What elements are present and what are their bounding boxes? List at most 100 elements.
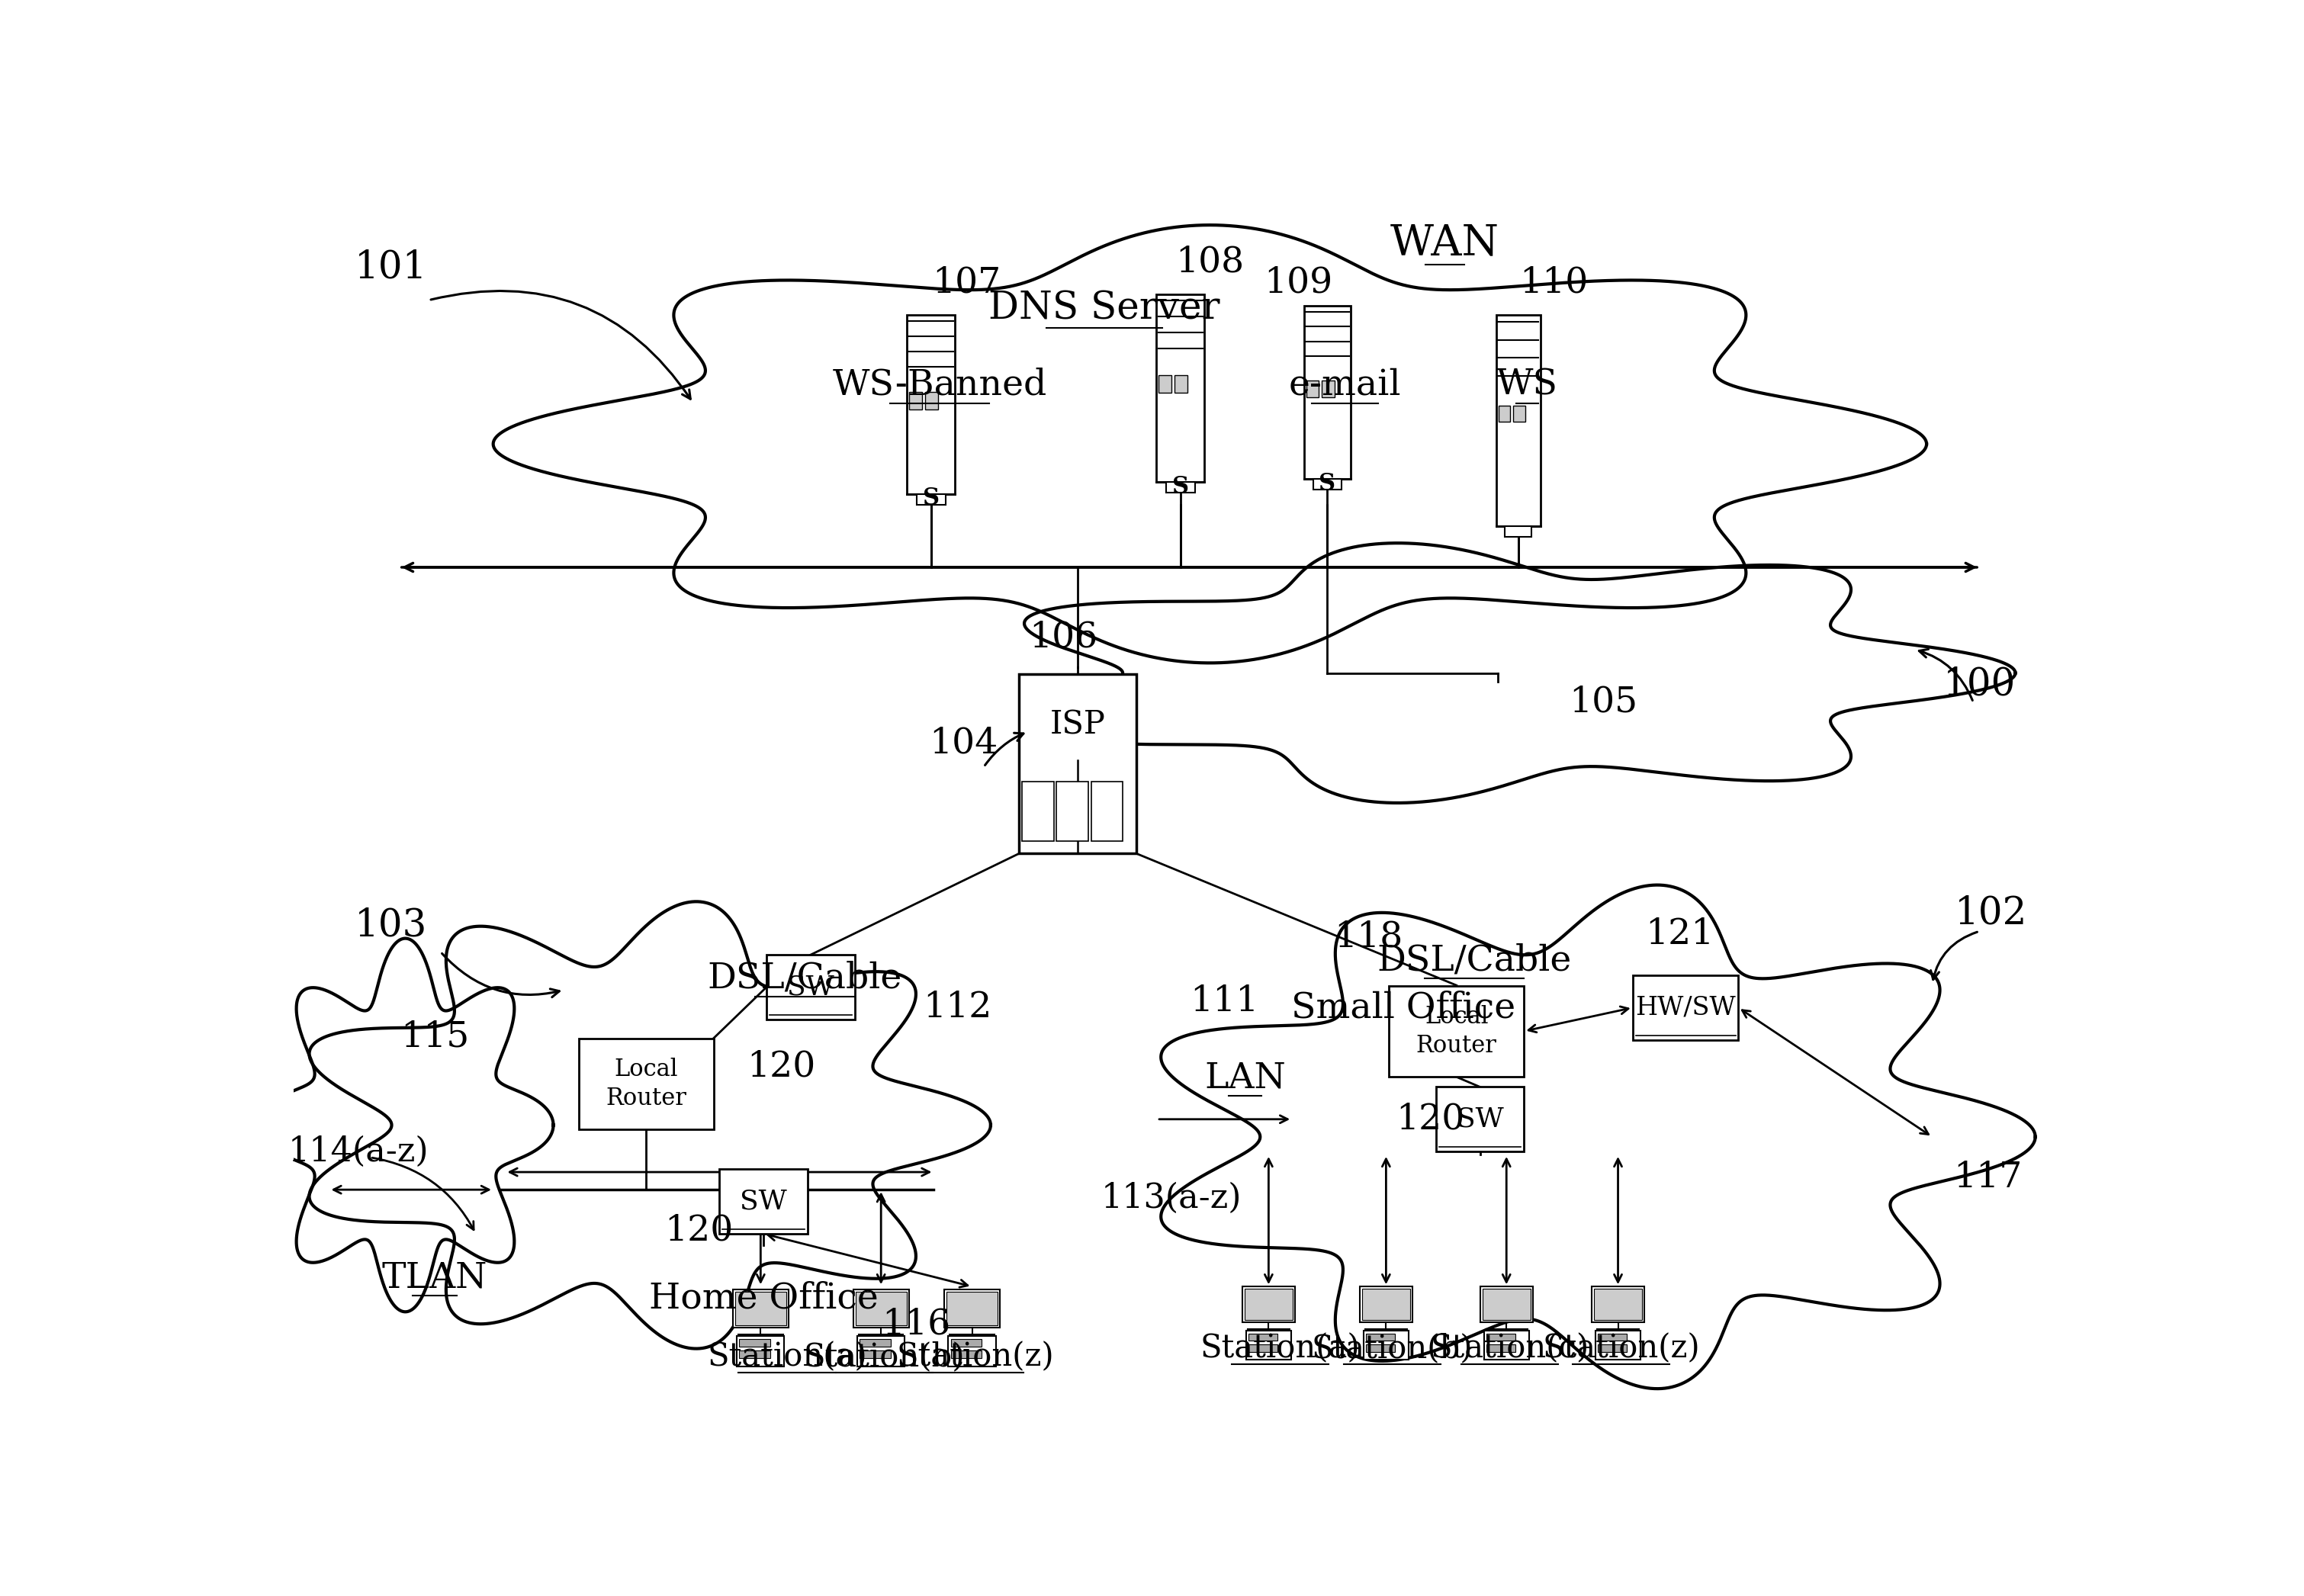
Text: 103: 103 bbox=[355, 907, 426, 945]
Bar bbox=[1498, 405, 1511, 421]
Bar bbox=[1313, 479, 1341, 490]
Bar bbox=[1018, 675, 1136, 854]
Bar bbox=[719, 1170, 809, 1234]
Text: 102: 102 bbox=[1954, 895, 2028, 932]
Bar bbox=[1023, 782, 1053, 841]
Bar bbox=[952, 1350, 982, 1358]
Text: Station(b): Station(b) bbox=[804, 1341, 965, 1373]
Bar bbox=[1486, 1344, 1516, 1352]
Bar bbox=[737, 1336, 783, 1366]
Text: S: S bbox=[1173, 476, 1189, 500]
Text: 120: 120 bbox=[664, 1213, 733, 1248]
Bar bbox=[1389, 986, 1523, 1077]
Bar bbox=[945, 1290, 1000, 1328]
Bar bbox=[926, 393, 938, 410]
Bar bbox=[952, 1339, 982, 1347]
Text: WS-Banned: WS-Banned bbox=[832, 369, 1046, 402]
Bar bbox=[1306, 380, 1318, 397]
Bar bbox=[578, 1039, 714, 1130]
Bar bbox=[947, 1291, 998, 1325]
Bar bbox=[855, 1291, 905, 1325]
Bar bbox=[917, 493, 945, 504]
Bar bbox=[1592, 1286, 1645, 1323]
Bar bbox=[1159, 375, 1173, 393]
Text: Station(c): Station(c) bbox=[1431, 1333, 1590, 1365]
Bar bbox=[857, 1336, 905, 1366]
Bar bbox=[1495, 314, 1539, 527]
Bar bbox=[1486, 1333, 1516, 1341]
Bar bbox=[1597, 1331, 1640, 1360]
Text: DNS Server: DNS Server bbox=[988, 290, 1219, 327]
Text: 104: 104 bbox=[929, 726, 998, 761]
Bar bbox=[1362, 1290, 1410, 1320]
Bar bbox=[733, 1290, 788, 1328]
Bar bbox=[740, 1339, 770, 1347]
Bar bbox=[1366, 1344, 1396, 1352]
Bar bbox=[859, 1339, 889, 1347]
Bar bbox=[1249, 1344, 1279, 1352]
Text: e-mail: e-mail bbox=[1288, 369, 1401, 402]
Text: Station(a): Station(a) bbox=[707, 1341, 866, 1373]
Bar bbox=[910, 393, 922, 410]
Bar bbox=[1505, 527, 1532, 536]
Bar bbox=[1359, 1286, 1412, 1323]
Bar bbox=[1246, 1331, 1290, 1360]
Bar bbox=[1322, 380, 1334, 397]
Text: HW/SW: HW/SW bbox=[1636, 996, 1735, 1020]
Bar bbox=[1249, 1333, 1279, 1341]
Text: 100: 100 bbox=[1942, 666, 2016, 704]
Bar bbox=[1175, 375, 1189, 393]
Text: 116: 116 bbox=[882, 1307, 952, 1342]
Bar bbox=[1479, 1286, 1532, 1323]
Text: 114(a-z): 114(a-z) bbox=[288, 1135, 429, 1168]
Text: Home Office: Home Office bbox=[650, 1282, 878, 1315]
Bar bbox=[1599, 1333, 1627, 1341]
Text: Station(z): Station(z) bbox=[1541, 1333, 1700, 1365]
Text: DSL/Cable: DSL/Cable bbox=[1378, 943, 1571, 978]
Bar bbox=[1244, 1290, 1293, 1320]
Text: 108: 108 bbox=[1175, 244, 1244, 279]
Text: SW: SW bbox=[788, 974, 834, 1001]
Bar bbox=[1366, 1333, 1396, 1341]
Text: 118: 118 bbox=[1334, 919, 1403, 954]
Text: Station(b): Station(b) bbox=[1311, 1333, 1472, 1365]
Bar bbox=[1242, 1286, 1295, 1323]
Bar bbox=[1481, 1290, 1530, 1320]
Text: 110: 110 bbox=[1518, 265, 1587, 300]
Text: Local
Router: Local Router bbox=[1417, 1005, 1498, 1058]
Bar bbox=[1058, 782, 1087, 841]
Bar bbox=[1634, 975, 1740, 1041]
Bar bbox=[1092, 782, 1122, 841]
Bar bbox=[1304, 306, 1350, 479]
Bar bbox=[859, 1350, 889, 1358]
Text: 115: 115 bbox=[401, 1020, 470, 1055]
Bar bbox=[949, 1336, 995, 1366]
Bar bbox=[1166, 482, 1196, 493]
Bar bbox=[1599, 1344, 1627, 1352]
Text: 106: 106 bbox=[1028, 621, 1097, 654]
Text: 101: 101 bbox=[355, 249, 426, 287]
Text: 111: 111 bbox=[1191, 985, 1258, 1020]
Text: 117: 117 bbox=[1954, 1160, 2023, 1195]
Text: LAN: LAN bbox=[1205, 1061, 1286, 1095]
Text: S: S bbox=[1318, 472, 1336, 496]
Bar bbox=[1364, 1331, 1408, 1360]
Text: Station(z): Station(z) bbox=[896, 1341, 1053, 1373]
Text: DSL/Cable: DSL/Cable bbox=[707, 961, 901, 996]
Text: ISP: ISP bbox=[1051, 709, 1106, 741]
Text: SW: SW bbox=[740, 1189, 788, 1215]
Text: Local
Router: Local Router bbox=[606, 1058, 687, 1111]
Text: 121: 121 bbox=[1645, 918, 1714, 951]
Text: WAN: WAN bbox=[1389, 222, 1500, 263]
Text: 105: 105 bbox=[1569, 685, 1638, 720]
Text: 107: 107 bbox=[931, 265, 1000, 300]
Bar bbox=[1435, 1087, 1523, 1152]
Bar bbox=[1594, 1290, 1643, 1320]
Text: Station(a): Station(a) bbox=[1200, 1333, 1359, 1365]
Text: 109: 109 bbox=[1263, 265, 1332, 300]
Bar bbox=[852, 1290, 908, 1328]
Bar bbox=[767, 954, 855, 1020]
Text: TLAN: TLAN bbox=[382, 1261, 488, 1294]
Text: S: S bbox=[922, 487, 940, 511]
Bar bbox=[908, 314, 954, 493]
